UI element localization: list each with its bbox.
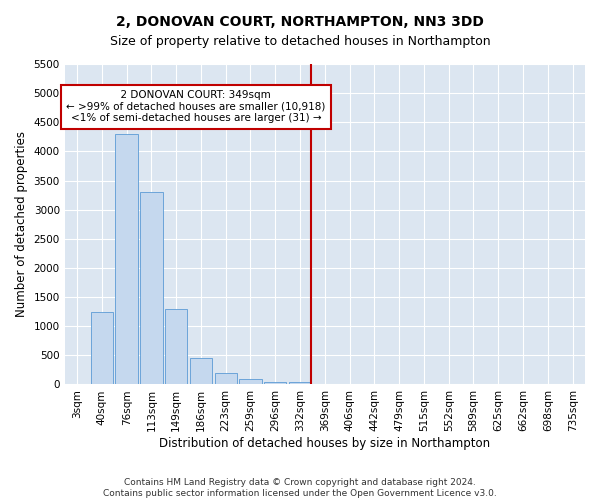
Text: 2, DONOVAN COURT, NORTHAMPTON, NN3 3DD: 2, DONOVAN COURT, NORTHAMPTON, NN3 3DD (116, 15, 484, 29)
Bar (239, 378, 262, 384)
Y-axis label: Number of detached properties: Number of detached properties (15, 131, 28, 317)
Bar (264, 382, 286, 384)
Bar (190, 358, 212, 384)
Bar (215, 373, 237, 384)
Text: Contains HM Land Registry data © Crown copyright and database right 2024.
Contai: Contains HM Land Registry data © Crown c… (103, 478, 497, 498)
Bar (140, 192, 163, 384)
Bar (289, 382, 311, 384)
Bar (115, 134, 138, 384)
X-axis label: Distribution of detached houses by size in Northampton: Distribution of detached houses by size … (159, 437, 490, 450)
Bar (91, 312, 113, 384)
Bar (165, 308, 187, 384)
Text: Size of property relative to detached houses in Northampton: Size of property relative to detached ho… (110, 35, 490, 48)
Text: 2 DONOVAN COURT: 349sqm  
← >99% of detached houses are smaller (10,918)
<1% of : 2 DONOVAN COURT: 349sqm ← >99% of detach… (67, 90, 326, 124)
